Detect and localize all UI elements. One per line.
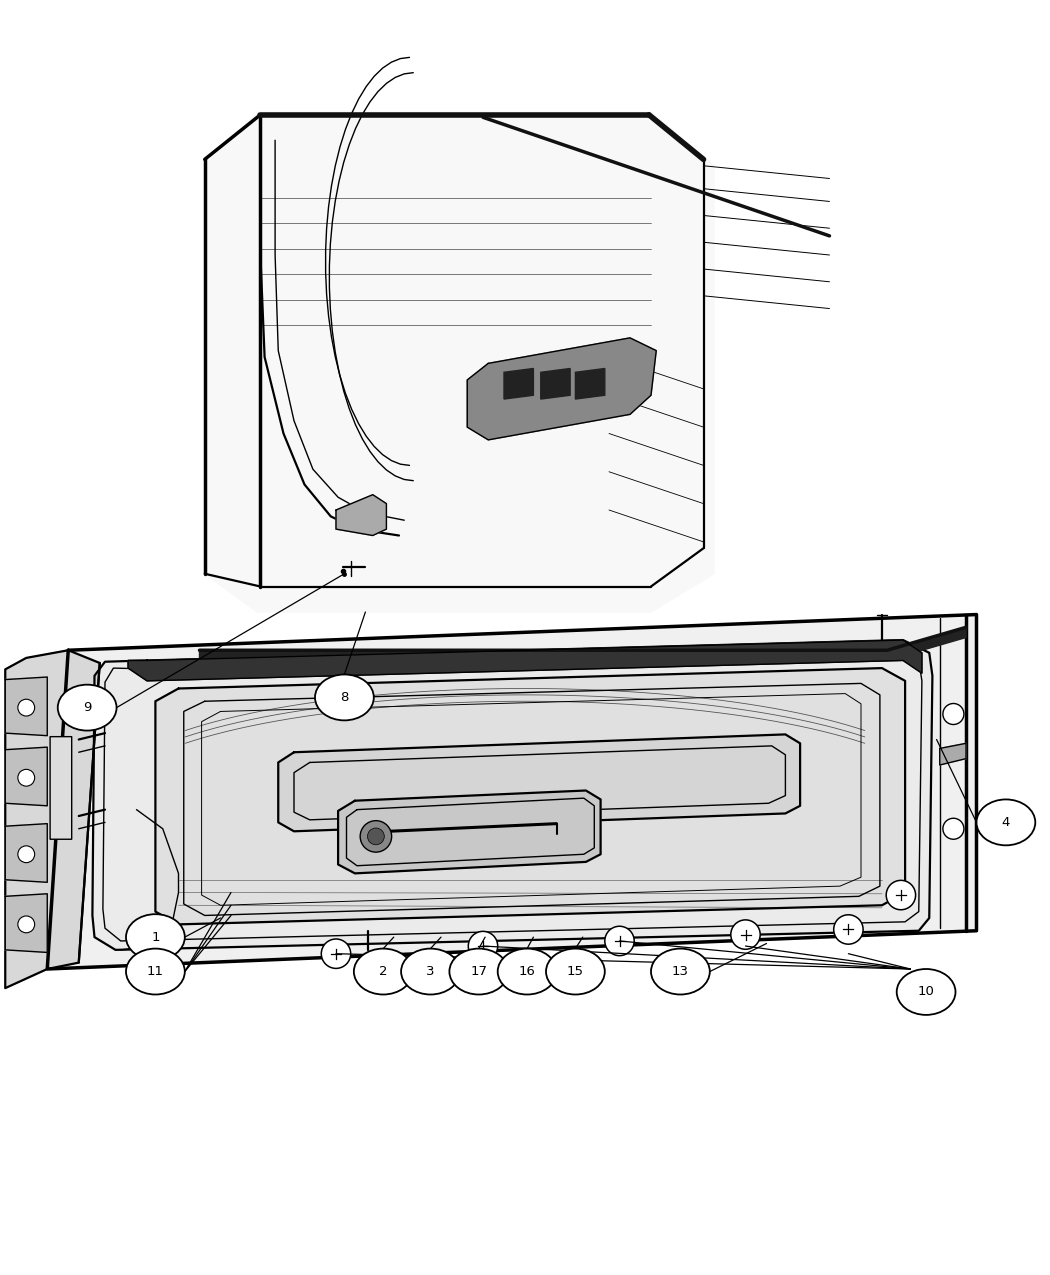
Circle shape bbox=[605, 926, 634, 956]
Text: 10: 10 bbox=[918, 986, 935, 998]
Circle shape bbox=[368, 827, 384, 845]
Polygon shape bbox=[541, 368, 570, 399]
Ellipse shape bbox=[315, 674, 374, 720]
Text: 16: 16 bbox=[519, 965, 536, 978]
Circle shape bbox=[943, 704, 964, 724]
Polygon shape bbox=[5, 894, 47, 952]
Polygon shape bbox=[5, 677, 47, 736]
Ellipse shape bbox=[651, 949, 710, 995]
Ellipse shape bbox=[976, 799, 1035, 845]
Circle shape bbox=[321, 938, 351, 969]
Text: 9: 9 bbox=[83, 701, 91, 714]
Polygon shape bbox=[200, 627, 966, 660]
Circle shape bbox=[886, 880, 916, 910]
Polygon shape bbox=[278, 734, 800, 831]
Circle shape bbox=[18, 845, 35, 863]
Polygon shape bbox=[205, 112, 714, 612]
Polygon shape bbox=[5, 824, 47, 882]
Polygon shape bbox=[504, 368, 533, 399]
Polygon shape bbox=[467, 338, 656, 440]
Text: 4: 4 bbox=[1002, 816, 1010, 829]
Text: 11: 11 bbox=[147, 965, 164, 978]
Ellipse shape bbox=[897, 969, 956, 1015]
FancyBboxPatch shape bbox=[50, 737, 71, 839]
Circle shape bbox=[360, 821, 392, 852]
Polygon shape bbox=[338, 790, 601, 873]
Circle shape bbox=[18, 915, 35, 933]
Text: 13: 13 bbox=[672, 965, 689, 978]
Circle shape bbox=[731, 919, 760, 950]
Circle shape bbox=[468, 931, 498, 961]
Text: 2: 2 bbox=[379, 965, 387, 978]
Ellipse shape bbox=[126, 914, 185, 960]
Ellipse shape bbox=[449, 949, 508, 995]
Text: 1: 1 bbox=[151, 931, 160, 944]
Text: 17: 17 bbox=[470, 965, 487, 978]
Ellipse shape bbox=[546, 949, 605, 995]
Polygon shape bbox=[940, 743, 966, 765]
Polygon shape bbox=[92, 640, 932, 950]
Text: 8: 8 bbox=[340, 691, 349, 704]
Polygon shape bbox=[128, 640, 922, 681]
Circle shape bbox=[18, 769, 35, 787]
Polygon shape bbox=[47, 615, 976, 969]
Polygon shape bbox=[5, 650, 100, 988]
Circle shape bbox=[18, 699, 35, 717]
Ellipse shape bbox=[498, 949, 556, 995]
Polygon shape bbox=[5, 747, 47, 806]
Ellipse shape bbox=[126, 949, 185, 995]
Ellipse shape bbox=[58, 685, 117, 731]
Text: 3: 3 bbox=[426, 965, 435, 978]
Ellipse shape bbox=[401, 949, 460, 995]
Polygon shape bbox=[336, 495, 386, 536]
Circle shape bbox=[834, 914, 863, 945]
Text: 15: 15 bbox=[567, 965, 584, 978]
Polygon shape bbox=[155, 668, 905, 924]
Polygon shape bbox=[575, 368, 605, 399]
Circle shape bbox=[943, 819, 964, 839]
Ellipse shape bbox=[354, 949, 413, 995]
